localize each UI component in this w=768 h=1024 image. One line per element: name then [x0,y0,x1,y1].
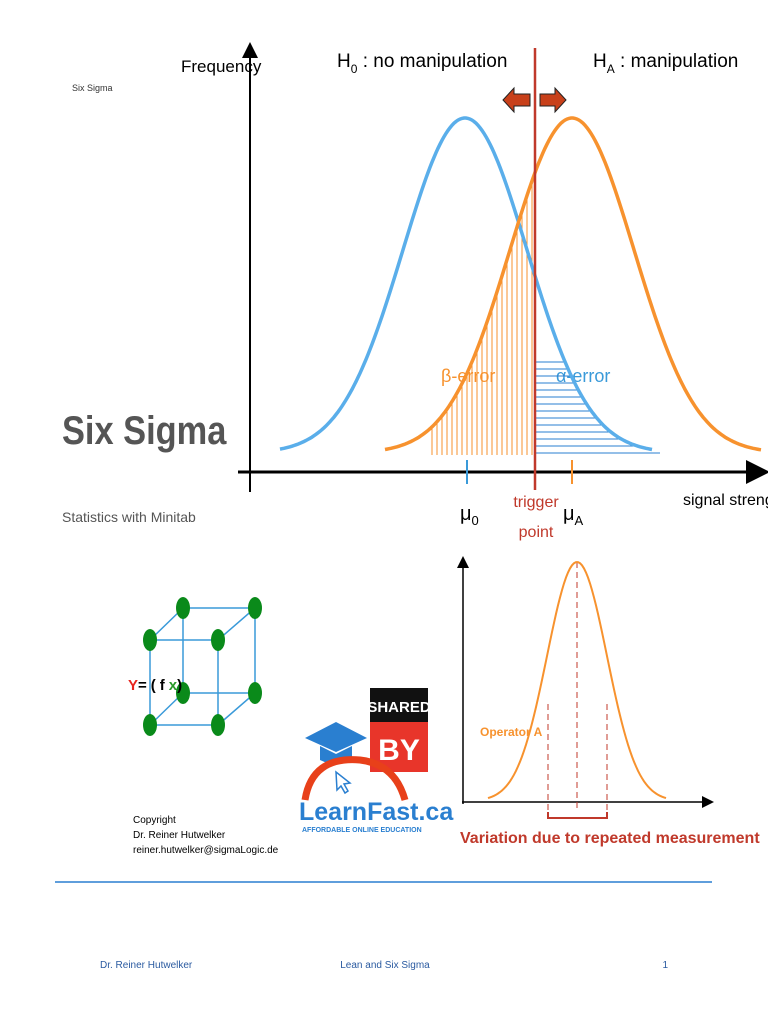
arc [301,756,409,802]
muA-sub: A [575,513,584,528]
fn-close: ) [177,677,182,694]
fn-x: x [169,677,178,694]
cube-node [211,629,225,651]
copyright: Copyright [133,815,176,826]
mu0-label: μ0 [460,503,479,528]
fn-f: f [160,677,166,694]
fn-eq: = [138,677,147,694]
title: Six Sigma [62,408,227,453]
shared-box [370,688,428,722]
logo: SHARED BY LearnFast.ca AFFORDABLE ONLINE… [299,688,454,834]
ha-curve [384,116,762,452]
cube-edges [149,607,256,726]
cube-node [176,597,190,619]
mu0-symbol: μ [460,503,472,525]
cap [305,722,367,752]
by-text: BY [378,734,420,767]
y-axis-label: Frequency [181,57,262,76]
ha-label: HA : manipulation [593,51,738,76]
arrow-left [502,86,531,114]
operator-curve [487,561,667,800]
h0-label: H0 : no manipulation [337,51,507,76]
footer-course: Lean and Six Sigma [340,960,430,971]
h0-sub: 0 [351,62,358,76]
cube-node [143,629,157,651]
logo-name: LearnFast.ca [299,798,454,826]
h0-symbol: H [337,51,351,72]
function-text: Y=(f x) [128,677,182,694]
copyright: reiner.hutwelker@sigmaLogic.de [133,845,279,856]
h0-curve [279,116,653,452]
operator-label: Operator A [480,725,543,739]
h0-text: : no manipulation [357,51,507,72]
hypothesis-diagram: Frequency H0 : no manipulation HA : mani… [181,42,768,541]
mu0-sub: 0 [472,513,479,528]
subtitle: Statistics with Minitab [62,509,196,525]
cube-node [248,682,262,704]
x-axis-label: signal strength [683,492,768,509]
cursor [335,770,352,795]
shared-text: SHARED [367,699,431,716]
caption: Variation due to repeated measurement [460,830,760,847]
header-label: Six Sigma [72,83,113,93]
ha-symbol: H [593,51,607,72]
fn-open: ( [151,677,156,694]
footer-page: 1 [662,960,668,971]
bracket [547,812,608,819]
ha-text: : manipulation [615,51,739,72]
copyright: Dr. Reiner Hutwelker [133,830,226,841]
cube-node [248,597,262,619]
trigger-label: point [519,524,554,541]
footer-author: Dr. Reiner Hutwelker [100,960,193,971]
function-icon [143,597,262,736]
fn-y: Y [128,677,138,694]
ha-sub: A [607,62,615,76]
muA-symbol: μ [563,503,575,525]
cube-node [211,714,225,736]
cube-node [176,682,190,704]
logo-tagline: AFFORDABLE ONLINE EDUCATION [302,827,422,834]
muA-label: μA [563,503,584,528]
arrow-right [539,86,567,114]
variation-diagram: Operator A Variation due to repeated mea… [457,556,760,847]
trigger-label: trigger [513,494,559,511]
cube-node [143,714,157,736]
